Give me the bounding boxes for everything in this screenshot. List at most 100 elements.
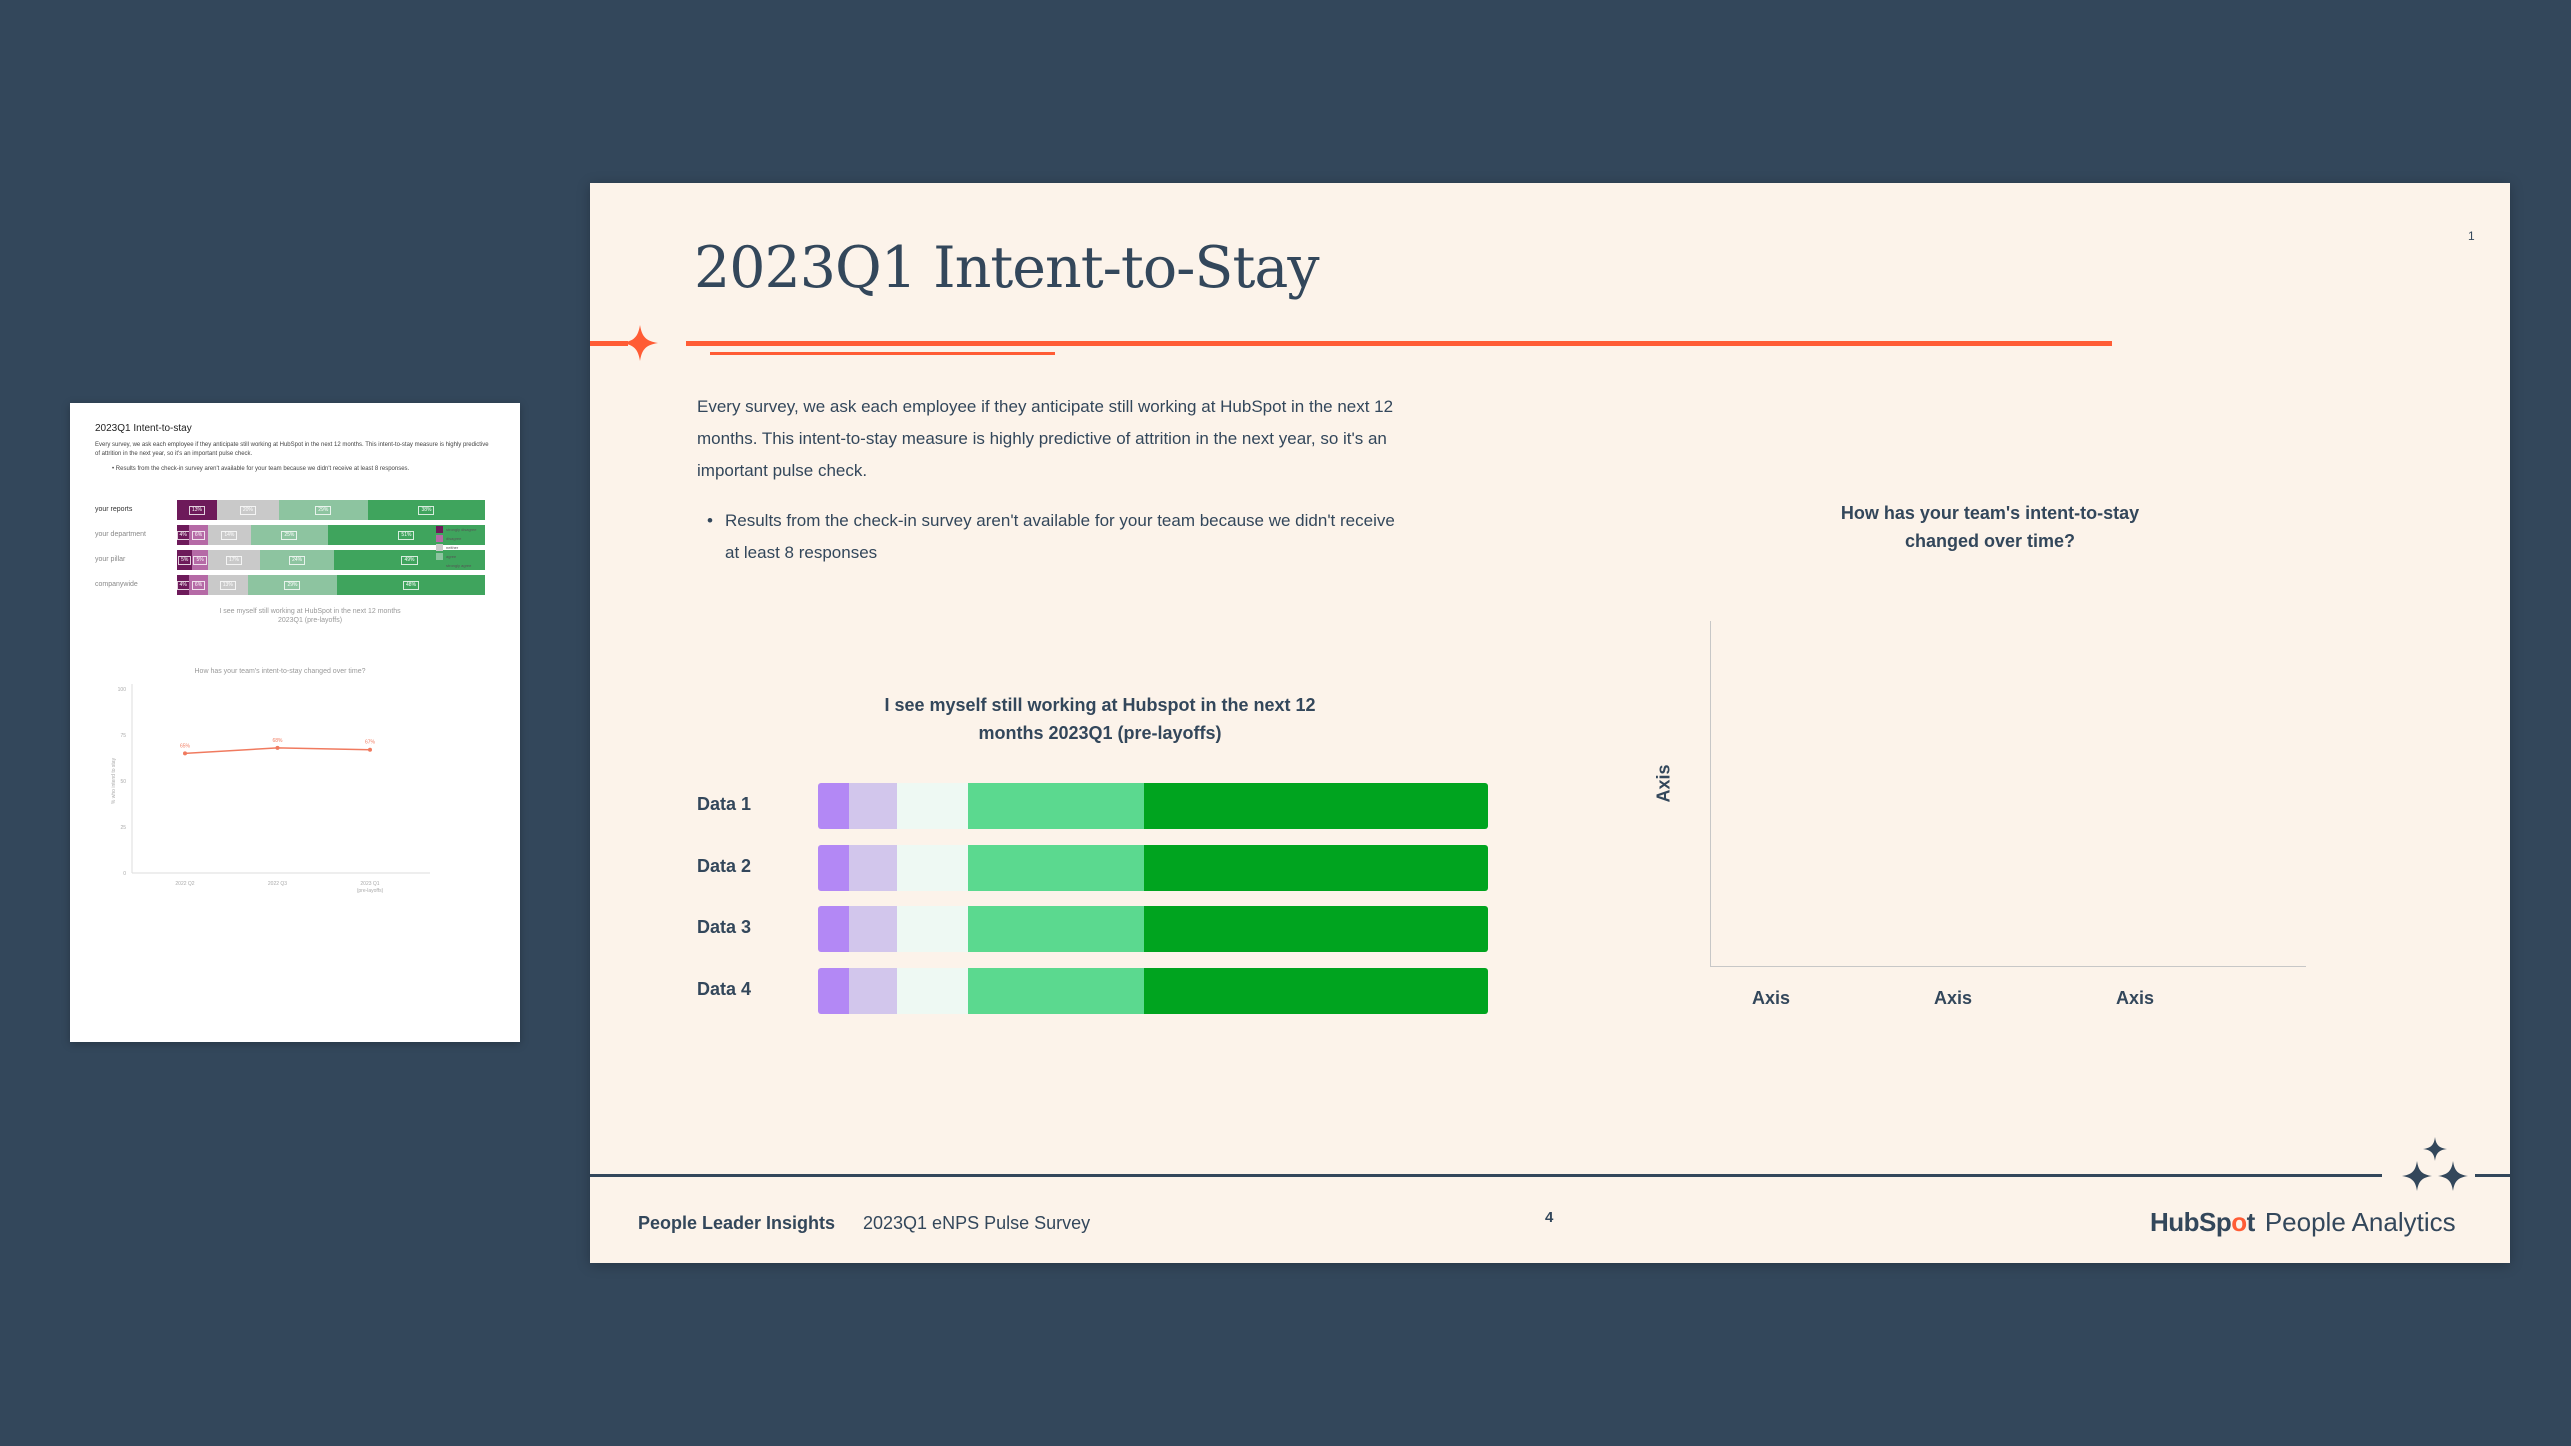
thumbnail-y-tick: 25	[120, 825, 126, 831]
sparkle-icon	[622, 325, 658, 361]
bar-segment[interactable]	[818, 967, 849, 1014]
stacked-bar[interactable]	[818, 844, 1488, 891]
thumbnail-bar-segment: 17%	[207, 550, 261, 570]
bar-segment[interactable]	[897, 967, 969, 1014]
thumbnail-title: 2023Q1 Intent-to-stay	[95, 423, 192, 434]
thumbnail-point-label: 67%	[365, 740, 376, 746]
thumbnail-bar-segment: 20%	[217, 500, 279, 520]
line-chart-plot-area	[1710, 621, 2306, 967]
line-chart-title[interactable]: How has your team's intent-to-stay chang…	[1840, 503, 2140, 551]
bar-segment[interactable]	[818, 783, 849, 829]
bar-segment[interactable]	[968, 783, 1144, 829]
thumbnail-row-label: your department	[95, 531, 146, 538]
footer-page-number: 4	[1545, 1209, 1554, 1226]
thumbnail-bar-segment: 25%	[250, 525, 328, 545]
bar-category-label[interactable]: Data 1	[697, 794, 752, 814]
thumbnail-bar-segment: 4%	[176, 525, 190, 545]
line-chart-x-tick[interactable]: Axis	[1751, 988, 1791, 1008]
thumbnail-stacked-bar: 5% 5% 17% 24% 49%	[177, 550, 485, 570]
thumbnail-x-tick: 2022 Q2	[175, 881, 194, 887]
thumbnail-line-point	[275, 745, 280, 750]
bar-segment[interactable]	[1143, 906, 1488, 952]
thumbnail-bar-segment-label: 14%	[221, 530, 238, 540]
thumbnail-y-tick: 75	[120, 733, 126, 739]
bar-segment[interactable]	[848, 844, 898, 891]
thumbnail-bar-segment: 14%	[207, 525, 251, 545]
thumbnail-bar-segment-label: 29%	[284, 580, 301, 590]
thumbnail-y-tick: 0	[123, 871, 126, 877]
thumbnail-bar-segment-label: 13%	[189, 505, 206, 515]
bar-segment[interactable]	[968, 844, 1144, 891]
thumbnail-legend-item: strongly agree	[436, 561, 506, 570]
thumbnail-bar-segment-label: 48%	[403, 580, 420, 590]
thumbnail-bar-caption-line2: 2023Q1 (pre-layoffs)	[277, 617, 343, 624]
thumbnail-y-tick: 100	[118, 687, 127, 693]
bar-segment[interactable]	[897, 844, 969, 891]
thumbnail-bar-segment: 6%	[189, 525, 208, 545]
thumbnail-stacked-bar: 13% 20% 29% 38%	[177, 500, 485, 520]
bar-segment[interactable]	[848, 783, 898, 829]
legend-swatch	[436, 562, 443, 569]
title-underline	[710, 352, 1055, 355]
thumbnail-bar-segment-label: 24%	[289, 555, 306, 565]
bar-category-label[interactable]: Data 2	[697, 855, 752, 876]
bar-segment[interactable]	[1143, 844, 1488, 891]
thumbnail-bar-segment-label: 38%	[418, 505, 435, 515]
page-title[interactable]: 2023Q1 Intent-to-Stay	[694, 235, 1320, 301]
bar-category-label[interactable]: Data 3	[697, 917, 752, 937]
thumbnail-bar-segment-label: 13%	[219, 580, 236, 590]
thumbnail-line-point	[183, 751, 187, 756]
thumbnail-bar-segment-label: 6%	[191, 580, 206, 590]
thumbnail-bar-segment-label: 49%	[401, 555, 418, 565]
thumbnail-bar-segment-label: 17%	[225, 555, 242, 565]
thumbnail-stacked-bar: 4% 6% 13% 29% 48%	[176, 575, 485, 595]
line-chart-x-tick[interactable]: Axis	[2115, 988, 2155, 1008]
thumbnail-bar-segment-label: 25%	[281, 530, 298, 540]
bullet-text[interactable]: Results from the check-in survey aren't …	[725, 511, 1395, 562]
thumbnail-legend-item: neither	[436, 543, 506, 552]
footer-survey-name: 2023Q1 eNPS Pulse Survey	[863, 1213, 1091, 1233]
stacked-bar[interactable]	[818, 906, 1488, 952]
bar-chart-title[interactable]: I see myself still working at Hubspot in…	[884, 695, 1316, 743]
slide-thumbnail[interactable]: 2023Q1 Intent-to-stay Every survey, we a…	[70, 403, 520, 1042]
thumbnail-row-label: your reports	[95, 506, 133, 513]
bar-segment[interactable]	[968, 967, 1144, 1014]
thumbnail-bar-segment: 29%	[247, 575, 338, 595]
bar-segment[interactable]	[968, 906, 1144, 952]
bar-segment[interactable]	[897, 783, 969, 829]
thumbnail-bar-segment: 13%	[207, 575, 248, 595]
thumbnail-bar-segment: 51%	[327, 525, 485, 545]
stacked-bar[interactable]	[818, 967, 1488, 1014]
bar-segment[interactable]	[1143, 967, 1488, 1014]
bar-segment[interactable]	[818, 844, 849, 891]
footer-report-name: People Leader Insights	[638, 1213, 836, 1233]
thumbnail-bar-segment-label: 20%	[239, 505, 256, 515]
thumbnail-point-label: 65%	[180, 743, 191, 749]
legend-swatch	[436, 544, 443, 551]
footer-divider	[590, 1174, 2382, 1177]
legend-label: strongly agree	[446, 563, 472, 568]
line-chart-y-axis-label[interactable]: Axis	[1653, 764, 1674, 803]
thumbnail-legend-item: disagree	[436, 534, 506, 543]
thumbnail-bar-segment-label: 4%	[176, 580, 190, 590]
legend-label: strongly disagree	[446, 527, 477, 532]
bar-segment[interactable]	[848, 967, 898, 1014]
intro-paragraph[interactable]: Every survey, we ask each employee if th…	[697, 397, 1394, 480]
brand-wordmark: HubSpot	[2150, 1207, 2255, 1237]
bar-segment[interactable]	[897, 906, 969, 952]
thumbnail-bullet-text: Results from the check-in survey aren't …	[115, 466, 410, 472]
thumbnail-row-label: companywide	[95, 581, 138, 588]
thumbnail-y-label: % who intend to stay	[111, 757, 117, 804]
thumbnail-legend: strongly disagree disagree neither agree str…	[436, 525, 506, 570]
legend-swatch	[436, 535, 443, 542]
bar-segment[interactable]	[848, 906, 898, 952]
legend-label: disagree	[446, 536, 462, 541]
stacked-bar[interactable]	[818, 783, 1488, 829]
thumbnail-bar-segment: 38%	[367, 500, 485, 520]
bar-category-label[interactable]: Data 4	[697, 978, 752, 999]
bar-segment[interactable]	[1143, 783, 1488, 829]
line-chart-x-tick[interactable]: Axis	[1933, 988, 1973, 1008]
thumbnail-x-tick-sub: (pre-layoffs)	[357, 888, 384, 894]
bar-segment[interactable]	[818, 906, 849, 952]
thumbnail-line-chart: 100 75 50 25 0 % who intend to stay 65% 2022 Q2…	[111, 684, 430, 894]
